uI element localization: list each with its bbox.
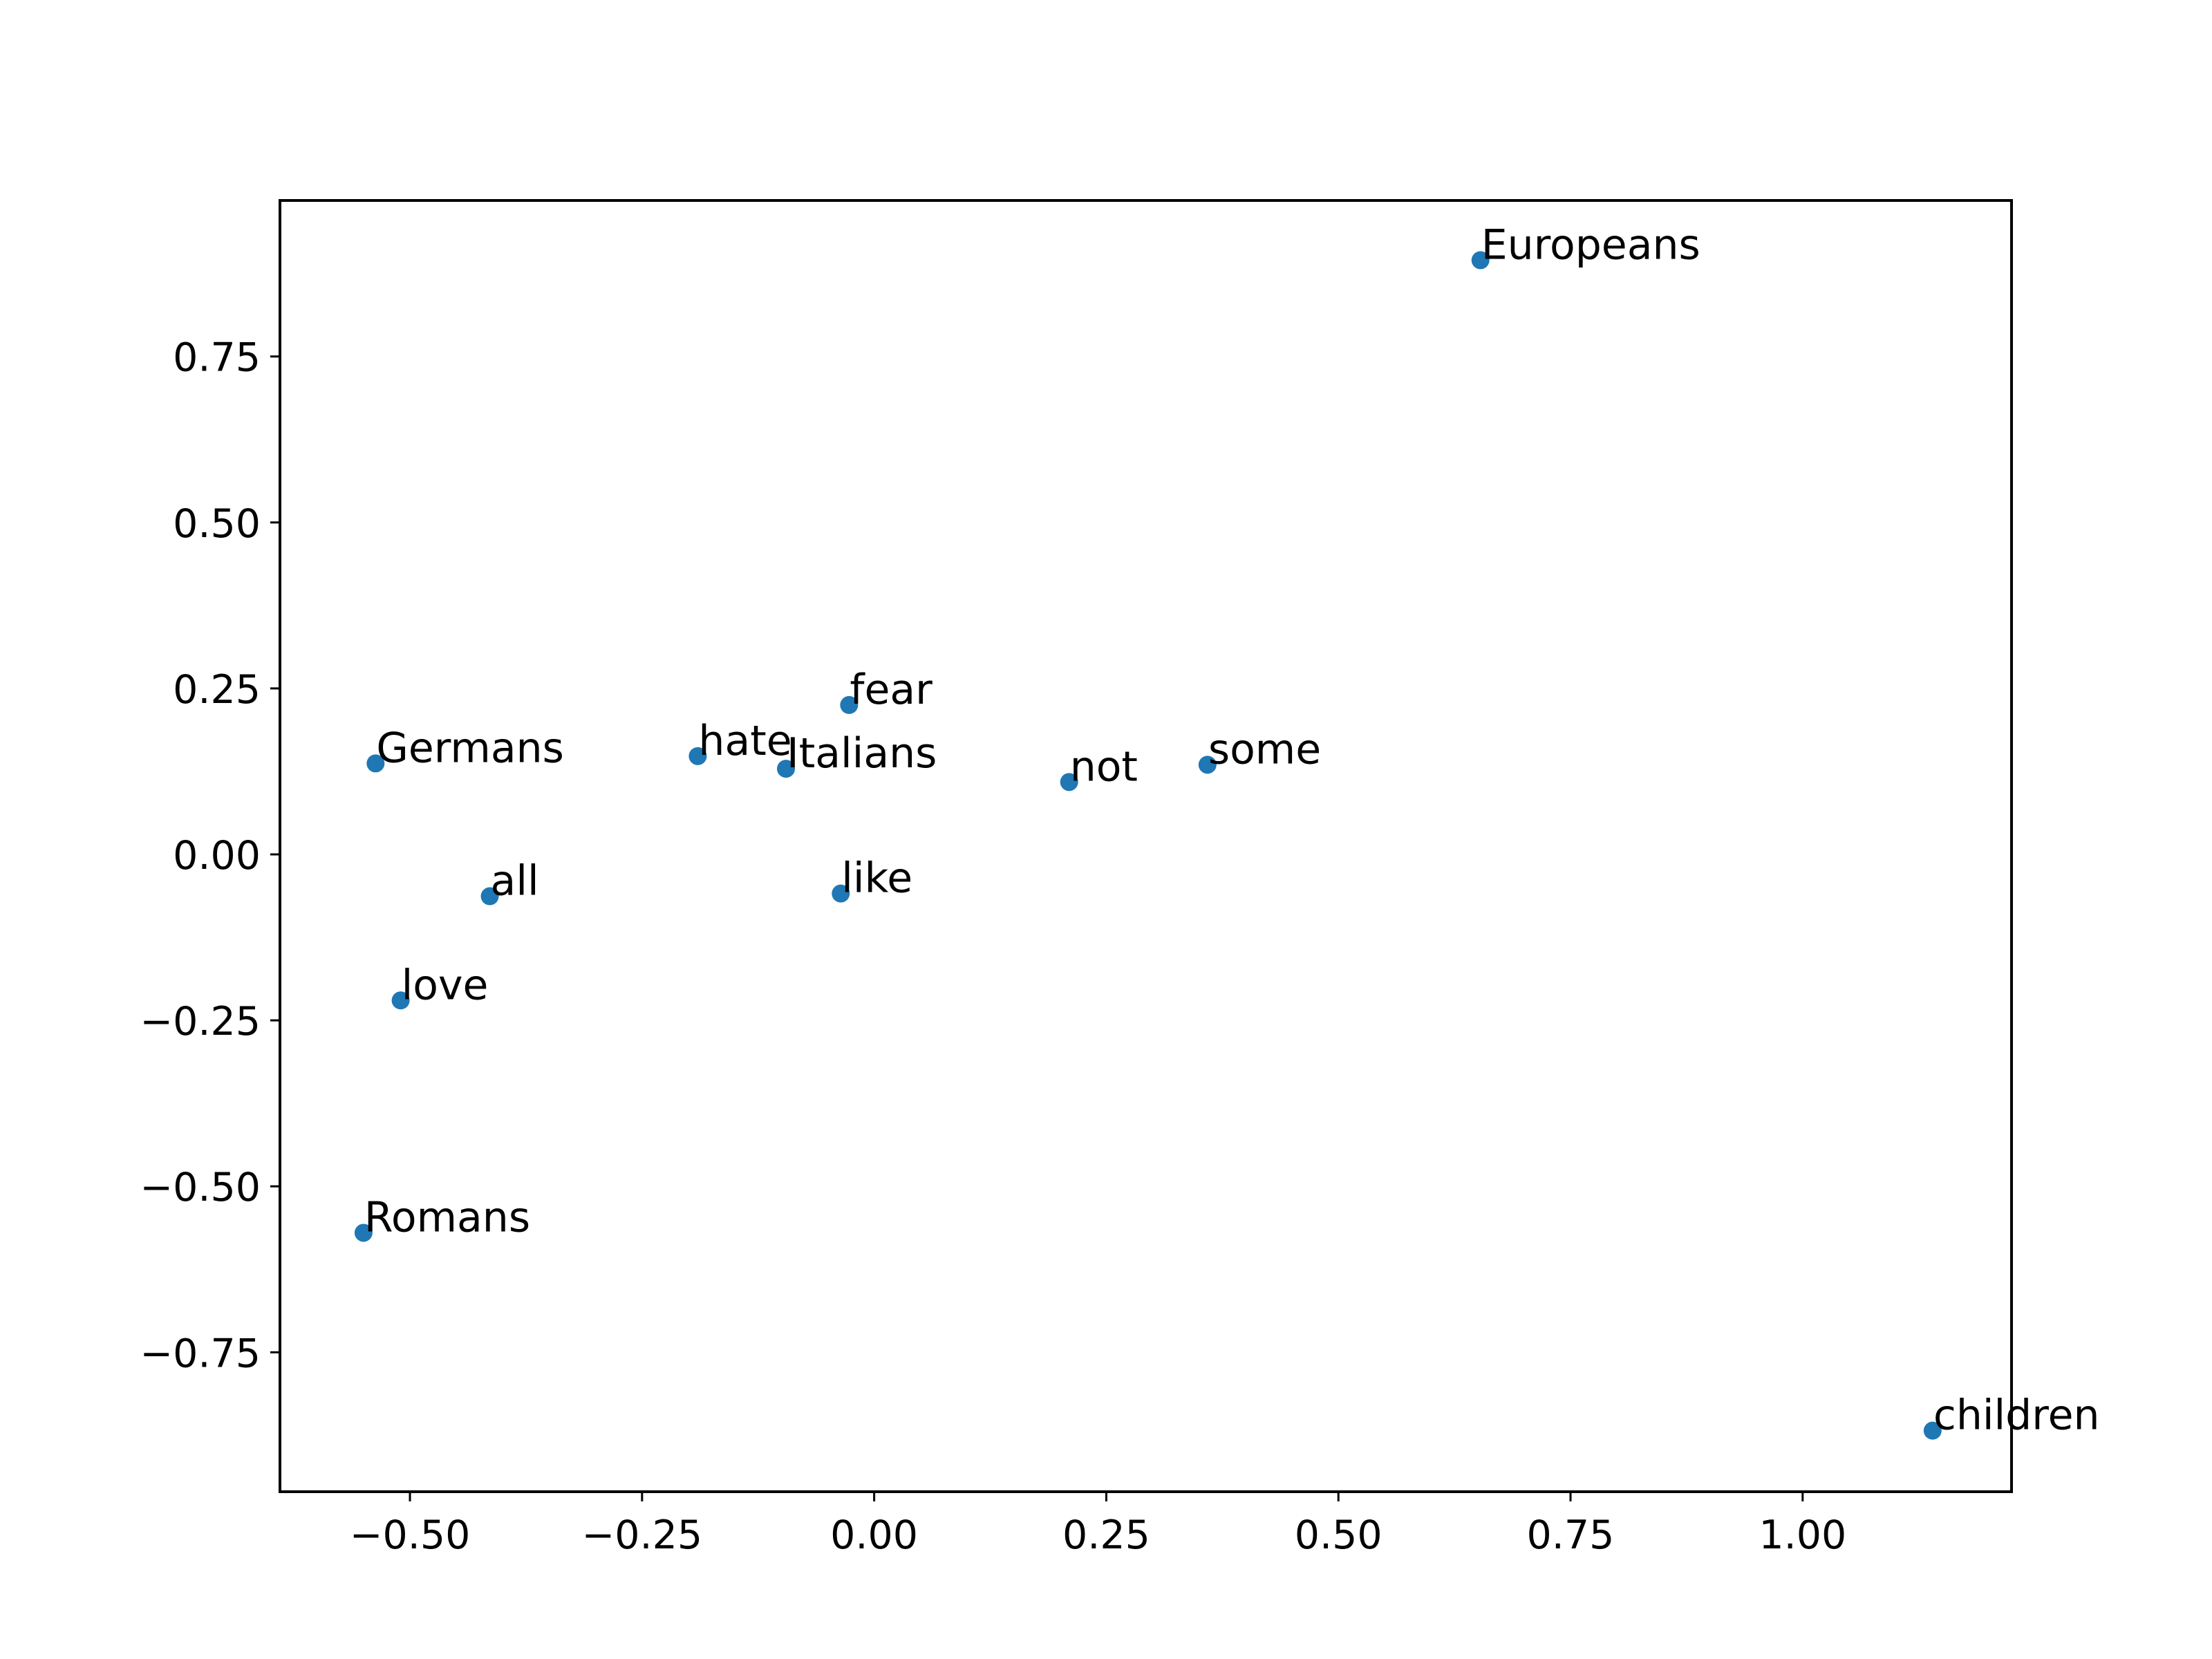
data-point xyxy=(1060,773,1078,791)
point-label: Germans xyxy=(376,724,564,772)
y-tick-label: 0.75 xyxy=(173,335,261,381)
y-axis-ticks: 0.75 0.50 0.25 0.00 −0.25 −0.50 −0.75 xyxy=(140,335,280,1376)
point-label: children xyxy=(1933,1391,2100,1440)
point-label: fear xyxy=(850,666,932,714)
data-points xyxy=(354,251,1942,1440)
point-label: Italians xyxy=(787,729,937,778)
x-tick-label: 0.25 xyxy=(1062,1512,1150,1558)
point-label: Europeans xyxy=(1481,221,1700,269)
x-tick-label: −0.50 xyxy=(350,1512,471,1558)
x-tick-label: 0.00 xyxy=(830,1512,918,1558)
point-label: Romans xyxy=(364,1193,530,1241)
data-point xyxy=(366,754,385,773)
data-point xyxy=(688,747,707,765)
y-tick-label: 0.25 xyxy=(173,667,261,713)
x-tick-label: −0.25 xyxy=(581,1512,702,1558)
y-tick-label: −0.50 xyxy=(140,1165,261,1210)
y-tick-label: −0.25 xyxy=(140,999,261,1044)
plot-area-frame xyxy=(279,199,2013,1493)
x-tick-label: 1.00 xyxy=(1759,1512,1846,1558)
data-point xyxy=(480,887,499,906)
y-tick-label: −0.75 xyxy=(140,1331,261,1376)
x-tick-label: 0.75 xyxy=(1527,1512,1615,1558)
data-point xyxy=(1923,1421,1942,1440)
data-point xyxy=(840,695,859,714)
y-tick-label: 0.00 xyxy=(173,833,261,879)
x-tick-label: 0.50 xyxy=(1295,1512,1382,1558)
point-label: hate xyxy=(698,717,791,765)
data-point xyxy=(1471,251,1490,270)
point-label: love xyxy=(402,961,489,1009)
data-point xyxy=(832,884,850,903)
data-point xyxy=(777,760,796,778)
data-point xyxy=(354,1224,373,1242)
point-label: not xyxy=(1070,742,1138,791)
point-label: like xyxy=(841,854,912,903)
x-axis-ticks: −0.50 −0.25 0.00 0.25 0.50 0.75 1.00 xyxy=(350,1492,1846,1558)
data-point xyxy=(391,991,410,1010)
y-tick-label: 0.50 xyxy=(173,501,261,547)
point-label: all xyxy=(491,857,539,906)
data-point xyxy=(1198,756,1217,774)
point-label: some xyxy=(1208,725,1321,774)
